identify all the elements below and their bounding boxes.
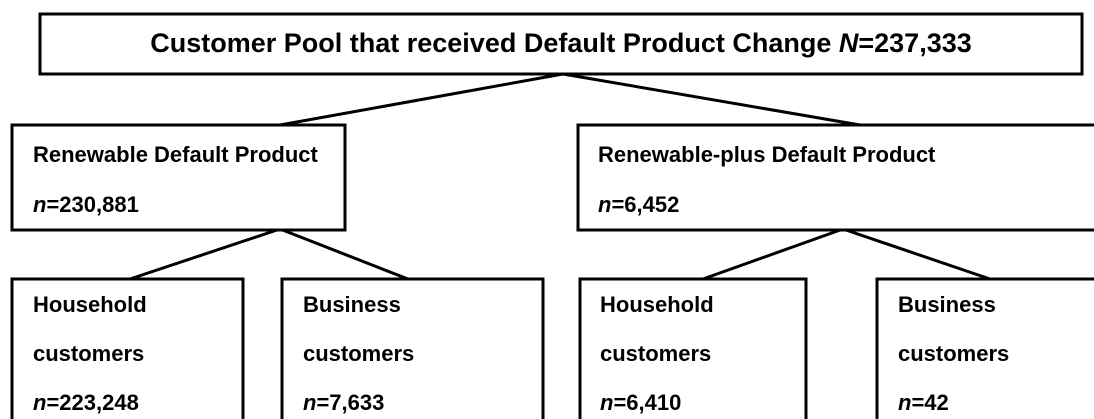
node-box bbox=[280, 277, 545, 419]
count-value: =6,410 bbox=[613, 390, 681, 415]
count-symbol: n bbox=[33, 390, 46, 415]
node-label: Renewable Default Product bbox=[33, 142, 319, 167]
node-box bbox=[576, 123, 1094, 232]
node-box bbox=[875, 277, 1094, 419]
node-label: customers bbox=[33, 341, 144, 366]
count-symbol: n bbox=[598, 192, 611, 217]
count-value: =237,333 bbox=[858, 28, 971, 58]
node-label: customers bbox=[600, 341, 711, 366]
count-value: =42 bbox=[911, 390, 948, 415]
node-label: Business bbox=[898, 292, 996, 317]
node-box bbox=[10, 277, 245, 419]
node-count: n=6,410 bbox=[600, 390, 681, 415]
count-value: =7,633 bbox=[316, 390, 384, 415]
root-box bbox=[38, 12, 1084, 76]
node-count: n=223,248 bbox=[33, 390, 139, 415]
count-value: =6,452 bbox=[611, 192, 679, 217]
node-count: n=42 bbox=[898, 390, 949, 415]
connector bbox=[279, 72, 564, 127]
connector bbox=[562, 72, 861, 127]
node-count: n=230,881 bbox=[33, 192, 139, 217]
node-label: Renewable-plus Default Product bbox=[598, 142, 936, 167]
count-symbol: N bbox=[839, 28, 859, 58]
connector bbox=[279, 227, 409, 281]
node-label: Household bbox=[33, 292, 147, 317]
node-label: customers bbox=[303, 341, 414, 366]
count-symbol: n bbox=[600, 390, 613, 415]
count-symbol: n bbox=[898, 390, 911, 415]
root-text: Customer Pool that received Default Prod… bbox=[150, 28, 972, 58]
count-value: =223,248 bbox=[46, 390, 138, 415]
node-count: n=6,452 bbox=[598, 192, 679, 217]
count-symbol: n bbox=[33, 192, 46, 217]
count-value: =230,881 bbox=[46, 192, 138, 217]
node-label: Business bbox=[303, 292, 401, 317]
node-label: customers bbox=[898, 341, 1009, 366]
connector bbox=[129, 227, 281, 281]
root-label: Customer Pool that received Default Prod… bbox=[150, 28, 831, 58]
root-count: N=237,333 bbox=[839, 28, 972, 58]
node-label: Household bbox=[600, 292, 714, 317]
node-box bbox=[578, 277, 808, 419]
node-box bbox=[10, 123, 347, 232]
count-symbol: n bbox=[303, 390, 316, 415]
node-count: n=7,633 bbox=[303, 390, 384, 415]
connector bbox=[702, 227, 844, 281]
connector bbox=[842, 227, 991, 281]
